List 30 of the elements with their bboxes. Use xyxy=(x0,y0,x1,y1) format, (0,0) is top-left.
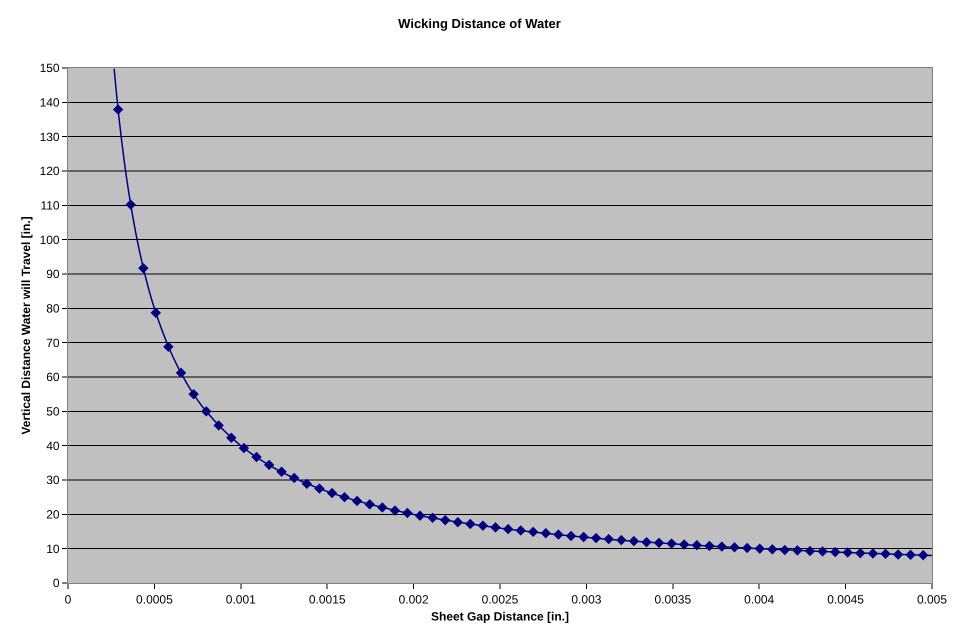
y-tick-label: 10 xyxy=(46,542,60,556)
y-tick-label: 30 xyxy=(46,473,60,488)
x-axis-title: Sheet Gap Distance [in.] xyxy=(430,609,570,624)
y-tick-label: 50 xyxy=(46,404,60,419)
x-tick-label: 0.0015 xyxy=(308,592,346,606)
x-tick-label: 0 xyxy=(64,592,72,606)
x-tick-label: 0.004 xyxy=(744,592,775,606)
y-tick-label: 0 xyxy=(52,576,60,590)
x-tick-label: 0.0005 xyxy=(136,592,174,606)
x-tick-label: 0.0035 xyxy=(654,592,692,606)
x-tick-label: 0.0045 xyxy=(827,592,864,606)
y-tick-label: 70 xyxy=(46,336,60,350)
y-tick-label: 110 xyxy=(40,198,60,213)
x-tick-label: 0.002 xyxy=(398,592,429,606)
y-tick-label: 60 xyxy=(46,370,60,384)
y-tick-label: 90 xyxy=(46,267,60,282)
y-tick-label: 20 xyxy=(46,508,60,522)
x-tick-label: 0.001 xyxy=(226,592,256,606)
y-tick-label: 40 xyxy=(46,438,60,453)
y-tick-label: 130 xyxy=(40,130,60,144)
chart-title: Wicking Distance of Water xyxy=(398,16,561,32)
y-tick-label: 140 xyxy=(40,96,60,110)
y-tick-label: 80 xyxy=(46,302,60,316)
y-axis-title: Vertical Distance Water will Travel [in.] xyxy=(18,216,33,435)
x-tick-label: 0.003 xyxy=(571,592,602,606)
y-tick-label: 100 xyxy=(40,232,60,247)
y-tick-label: 120 xyxy=(40,164,60,178)
x-tick-label: 0.005 xyxy=(916,592,948,606)
x-tick-label: 0.0025 xyxy=(482,592,519,606)
y-tick-label: 150 xyxy=(40,61,60,76)
